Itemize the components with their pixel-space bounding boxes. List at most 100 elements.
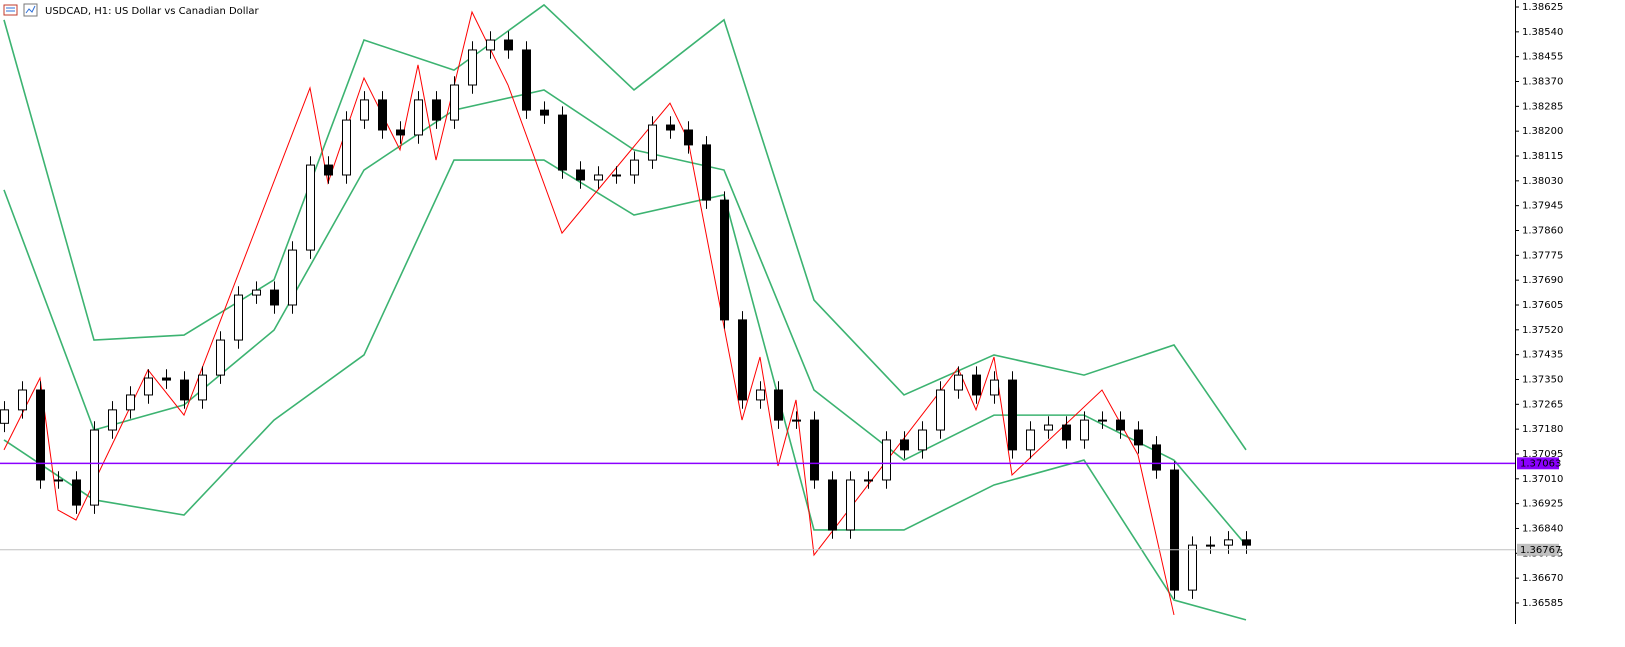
candle-body [450, 84, 459, 121]
candle-body [828, 479, 837, 531]
y-tick-label: 1.37775 [1522, 250, 1563, 261]
candle-body [1026, 429, 1035, 451]
candle-body [540, 109, 549, 116]
candle-body [792, 419, 801, 422]
candle-body [738, 319, 747, 401]
candle-body [648, 124, 657, 161]
candle-body [144, 377, 153, 396]
y-tick-label: 1.37520 [1522, 325, 1563, 336]
candle-body [306, 164, 315, 251]
price-label-bg [1517, 543, 1559, 556]
y-tick-label: 1.38625 [1522, 2, 1563, 13]
y-tick-label: 1.37690 [1522, 275, 1563, 286]
price-label: 1.36767 [1520, 545, 1561, 556]
candle-body [1152, 444, 1161, 471]
candle-body [216, 339, 225, 376]
candle-body [1044, 424, 1053, 431]
plot-area [0, 3, 1251, 621]
candle-body [414, 99, 423, 136]
candle-body [864, 479, 873, 482]
candle-body [594, 174, 603, 181]
y-tick-label: 1.36925 [1522, 499, 1563, 510]
candle-body [612, 174, 621, 177]
candle-body [1062, 424, 1071, 441]
candle-body [432, 99, 441, 121]
indicator-line [3, 10, 1175, 616]
candle-body [18, 389, 27, 411]
candle-body [1170, 469, 1179, 591]
candle-body [324, 164, 333, 176]
indicator-line [3, 3, 1247, 451]
candle-body [162, 377, 171, 381]
candle-body [936, 389, 945, 431]
candle-body [702, 144, 711, 201]
candle-body [378, 99, 387, 131]
y-tick-label: 1.37095 [1522, 449, 1563, 460]
y-tick-label: 1.37435 [1522, 350, 1563, 361]
candle-body [54, 479, 63, 482]
candle-body [918, 429, 927, 451]
y-tick-label: 1.36585 [1522, 598, 1563, 609]
candle-body [900, 439, 909, 451]
candle-body [576, 169, 585, 181]
y-tick-label: 1.38030 [1522, 176, 1563, 187]
menu-icon[interactable] [3, 4, 18, 16]
candle-body [0, 409, 9, 424]
candle-body [288, 249, 297, 306]
candle-body [810, 419, 819, 481]
candle-body [252, 289, 261, 296]
candle-body [396, 129, 405, 136]
candle-body [558, 114, 567, 171]
y-tick-label: 1.36840 [1522, 523, 1563, 534]
candle-body [198, 374, 207, 401]
y-tick-label: 1.38285 [1522, 101, 1563, 112]
candle-body [666, 124, 675, 131]
candle-body [1134, 429, 1143, 446]
candle-body [360, 99, 369, 121]
candle-body [234, 294, 243, 341]
candle-body [36, 389, 45, 481]
candle-body [1008, 379, 1017, 451]
candle-body [1242, 539, 1251, 546]
candle-body [972, 374, 981, 396]
candle-body [630, 159, 639, 176]
y-tick-label: 1.38455 [1522, 52, 1563, 63]
candle-body [342, 119, 351, 176]
candle-body [522, 49, 531, 111]
y-tick-label: 1.37350 [1522, 374, 1563, 385]
candle-body [684, 129, 693, 146]
candle-body [1224, 539, 1233, 546]
candle-body [72, 479, 81, 506]
candle-body [720, 199, 729, 321]
price-label-bg [1517, 457, 1559, 470]
indicator-line [3, 159, 1247, 621]
candle-body [108, 409, 117, 431]
candle-body [1080, 419, 1089, 441]
candle-body [126, 394, 135, 411]
y-tick-label: 1.37265 [1522, 399, 1563, 410]
y-tick-label: 1.38370 [1522, 77, 1563, 88]
candle-body [270, 289, 279, 306]
candle-body [468, 49, 477, 86]
chart-icon-line [25, 5, 36, 14]
y-tick-label: 1.37010 [1522, 474, 1563, 485]
candle-body [486, 39, 495, 51]
candle-body [180, 379, 189, 401]
chart-title: USDCAD, H1: US Dollar vs Canadian Dollar [45, 6, 259, 17]
candle-body [504, 39, 513, 51]
indicator-line [3, 89, 1247, 546]
candle-body [954, 374, 963, 391]
y-tick-label: 1.37180 [1522, 424, 1563, 435]
candle-body [990, 379, 999, 396]
candle-body [846, 479, 855, 531]
y-tick-label: 1.37945 [1522, 201, 1563, 212]
candle-body [1098, 419, 1107, 422]
y-tick-label: 1.37605 [1522, 300, 1563, 311]
candle-body [1188, 544, 1197, 591]
y-tick-label: 1.38115 [1522, 151, 1563, 162]
candle-body [774, 389, 783, 421]
candle-body [1206, 544, 1215, 547]
candle-body [882, 439, 891, 481]
